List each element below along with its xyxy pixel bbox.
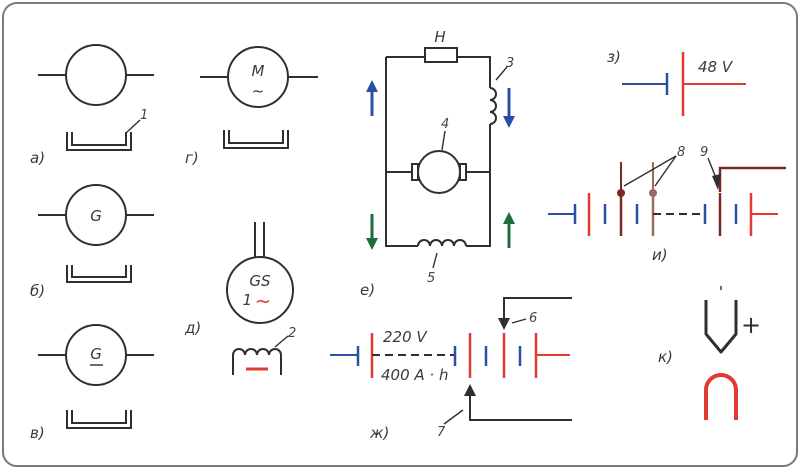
figure-frame — [2, 2, 798, 467]
panel-i-sliding-tap-wire — [718, 166, 786, 192]
panel-v-label: в) — [30, 424, 45, 442]
panel-e-callout-5: 5 — [427, 271, 435, 286]
panel-k-pointed-electrode — [704, 300, 738, 354]
panel-zh-callout-6: 6 — [529, 311, 537, 326]
panel-zh: 220 V 400 A · h 6 7 ж) — [330, 297, 572, 442]
panel-zh-capacity: 400 A · h — [381, 366, 448, 384]
panel-zh-callout-6-line — [511, 318, 527, 324]
panel-a-callout-line — [125, 119, 141, 134]
panel-e-series-winding — [489, 87, 497, 125]
panel-e-resistor-label: Н — [434, 28, 445, 46]
panel-k-plus-sign: + — [741, 311, 761, 339]
panel-a-machine-circle — [65, 44, 127, 106]
panel-d-label: д) — [184, 319, 201, 337]
panel-e-callout-4-line — [441, 130, 446, 151]
panel-a: 1 а) — [30, 44, 154, 167]
panel-d-winding — [232, 348, 282, 375]
panel-b-symbol: G — [90, 207, 102, 225]
panel-b: G б) — [30, 184, 154, 300]
panel-e-arrow-up-blue-head — [366, 80, 378, 92]
panel-zh-voltage: 220 V — [383, 328, 428, 346]
panel-zh-tap-7-arrowhead — [464, 384, 476, 396]
panel-v: G в) — [30, 324, 154, 442]
panel-g-brush-symbol — [223, 130, 289, 149]
panel-g: M ~ г) — [185, 46, 318, 167]
panel-e-arrow-down-green-head — [366, 238, 378, 250]
panel-e-armature-circle — [417, 150, 461, 194]
panel-v-brush-symbol — [66, 410, 132, 429]
panel-i-callout-8: 8 — [677, 145, 685, 160]
panel-zh-tap-7-wire — [469, 392, 572, 421]
panel-z: 48 V з) — [607, 48, 746, 116]
panel-z-label: з) — [607, 48, 621, 66]
panel-i-tap-1-dot — [617, 189, 625, 197]
panel-e-arrow-down-blue-head — [503, 116, 515, 128]
panel-d-callout-line — [274, 335, 289, 348]
panel-e-resistor — [424, 47, 458, 63]
panel-i-callout-8-line-a — [623, 155, 677, 187]
panel-i-tap-2-dot — [649, 189, 657, 197]
panel-e: Н 3 4 5 е) — [360, 28, 515, 299]
panel-k: + к) — [658, 286, 761, 420]
panel-zh-tap-6-wire — [503, 297, 572, 322]
panel-b-brush-symbol — [66, 265, 132, 283]
panel-d-ac-sign: ~ — [255, 289, 272, 313]
panel-b-label: б) — [30, 282, 45, 300]
panel-d: GS 1 ~ 2 д) — [184, 222, 296, 375]
panel-zh-callout-7: 7 — [437, 425, 446, 440]
panel-zh-tap-6-arrowhead — [498, 318, 510, 330]
panel-d-phase-count: 1 — [242, 291, 252, 309]
panel-e-right-wire — [466, 124, 491, 247]
panel-a-label: а) — [30, 149, 45, 167]
panel-e-callout-3-line — [495, 66, 508, 81]
panel-e-arrow-up-green-head — [503, 212, 515, 224]
panel-i-callout-9-line — [707, 157, 717, 179]
panel-i-callout-8-line-b — [654, 155, 677, 187]
panel-i: 8 9 и) — [548, 145, 786, 264]
panel-z-voltage: 48 V — [698, 58, 734, 76]
panel-e-callout-3: 3 — [506, 56, 514, 71]
panel-e-left-wire — [385, 57, 418, 247]
panel-a-callout: 1 — [140, 108, 148, 123]
panel-k-label: к) — [658, 348, 673, 366]
panel-e-callout-5-line — [432, 252, 438, 269]
panel-v-symbol: G — [90, 345, 102, 363]
panel-g-label: г) — [185, 149, 199, 167]
panel-e-shunt-winding — [417, 239, 467, 247]
panel-i-label: и) — [652, 246, 668, 264]
panel-e-top-right-wire — [457, 56, 491, 88]
panel-e-label: е) — [360, 281, 375, 299]
panel-d-machine-circle — [226, 256, 294, 324]
panel-d-symbol: GS — [249, 272, 271, 290]
panel-d-callout: 2 — [288, 326, 296, 341]
panel-k-u-electrode — [704, 373, 738, 420]
panel-zh-label: ж) — [369, 424, 389, 442]
panel-g-symbol: M — [252, 62, 265, 80]
panel-g-ac-sign: ~ — [252, 82, 265, 100]
panel-i-callout-9-arrowhead — [712, 174, 721, 190]
panel-e-callout-4: 4 — [441, 117, 449, 132]
panel-a-brush-symbol — [66, 132, 132, 151]
panel-i-callout-9: 9 — [700, 145, 708, 160]
panel-zh-callout-7-line — [443, 409, 464, 425]
